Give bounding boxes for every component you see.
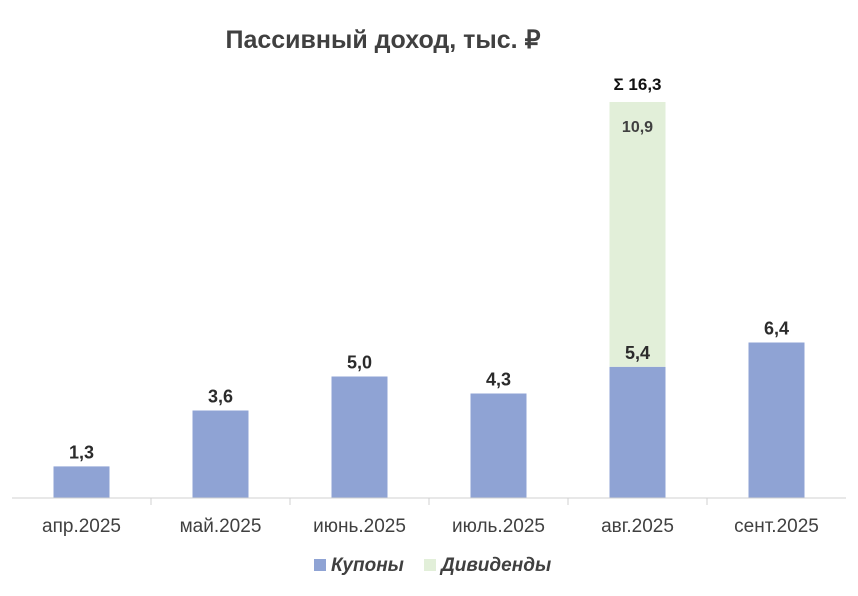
bar-coupons bbox=[53, 466, 110, 498]
bar-coupons bbox=[748, 342, 805, 498]
bars bbox=[53, 102, 805, 498]
x-ticks: апр.2025 май.2025 июнь.2025 июль.2025 авг.20… bbox=[42, 498, 819, 537]
x-tick-label: июль.2025 bbox=[452, 516, 545, 537]
bar-coupons bbox=[192, 410, 249, 498]
bar-coupons bbox=[470, 393, 527, 498]
data-label: 6,4 bbox=[764, 319, 789, 339]
bar-dividends bbox=[609, 102, 666, 367]
data-labels: 1,3 3,6 5,0 4,3 5,4 10,9 6,4 Σ 16,3 bbox=[69, 75, 789, 462]
x-tick-label: апр.2025 bbox=[42, 516, 121, 537]
total-label: Σ 16,3 bbox=[613, 75, 661, 94]
legend-label: Дивиденды bbox=[439, 555, 551, 576]
chart-title: Пассивный доход, тыс. ₽ bbox=[226, 26, 541, 54]
x-tick-label: авг.2025 bbox=[601, 516, 674, 537]
legend-label: Купоны bbox=[331, 555, 404, 576]
bar-coupons bbox=[331, 376, 388, 498]
data-label: 5,4 bbox=[625, 343, 650, 363]
data-label: 4,3 bbox=[486, 370, 511, 390]
data-label: 1,3 bbox=[69, 442, 94, 462]
legend-swatch bbox=[424, 559, 436, 571]
legend: Купоны Дивиденды bbox=[314, 555, 551, 576]
legend-swatch bbox=[314, 559, 326, 571]
bar-coupons bbox=[609, 366, 666, 498]
x-tick-label: май.2025 bbox=[180, 516, 262, 537]
data-label: 3,6 bbox=[208, 387, 233, 407]
x-tick-label: июнь.2025 bbox=[313, 516, 406, 537]
data-label: 10,9 bbox=[622, 119, 653, 136]
data-label: 5,0 bbox=[347, 353, 372, 373]
x-tick-label: сент.2025 bbox=[734, 516, 819, 537]
